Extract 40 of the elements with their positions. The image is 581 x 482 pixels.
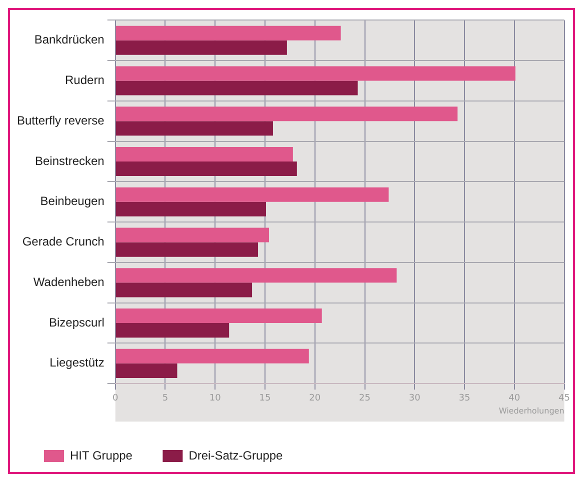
y-tick-label: Bankdrücken	[34, 32, 104, 47]
x-tick-label: 20	[309, 393, 321, 404]
x-tick-label: 5	[162, 393, 168, 404]
bar	[116, 363, 178, 378]
bar	[116, 162, 297, 176]
bar	[116, 228, 269, 242]
bar	[116, 106, 458, 122]
bar	[116, 146, 293, 162]
x-axis-title: Wiederholungen	[498, 406, 564, 416]
y-tick-label: Bizepscurl	[49, 315, 104, 330]
y-tick-label: Beinbeugen	[40, 194, 104, 208]
y-tick-label: Butterfly reverse	[16, 113, 105, 128]
x-tick-label: 25	[359, 393, 370, 404]
bar	[116, 282, 252, 298]
x-tick-label: 45	[558, 393, 570, 404]
bar	[116, 26, 341, 40]
bar	[116, 348, 309, 364]
y-tick-label: Liegestütz	[50, 356, 104, 370]
x-tick-label: 15	[259, 393, 271, 404]
x-tick-label: 35	[458, 393, 470, 404]
bar	[116, 308, 322, 324]
y-tick-label: Beinstrecken	[34, 154, 104, 168]
bar	[116, 202, 266, 216]
x-tick-label: 30	[408, 393, 421, 404]
x-tick-label: 10	[209, 393, 222, 404]
bar	[116, 323, 230, 338]
bar	[116, 187, 389, 202]
x-tick-label: 0	[112, 393, 118, 404]
x-tick-label: 40	[508, 393, 520, 404]
legend-label: Drei-Satz-Gruppe	[188, 448, 284, 462]
bar	[116, 40, 287, 55]
y-tick-label: Gerade Crunch	[22, 234, 104, 249]
bar	[116, 66, 516, 81]
y-tick-label: Rudern	[65, 73, 104, 88]
legend-label: HIT Gruppe	[70, 448, 133, 462]
bar	[116, 80, 358, 96]
y-tick-label: Wadenheben	[33, 274, 104, 289]
bar	[116, 268, 397, 283]
bar	[116, 242, 258, 257]
bar	[116, 121, 273, 136]
